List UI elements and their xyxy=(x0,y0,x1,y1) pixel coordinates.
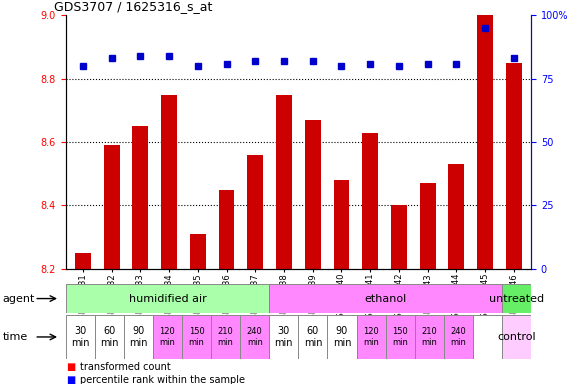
Bar xyxy=(270,284,502,313)
Bar xyxy=(95,315,124,359)
Text: 90
min: 90 min xyxy=(333,326,351,348)
Text: control: control xyxy=(497,332,536,342)
Text: 120
min: 120 min xyxy=(159,327,175,347)
Bar xyxy=(66,284,270,313)
Text: percentile rank within the sample: percentile rank within the sample xyxy=(80,375,245,384)
Bar xyxy=(385,315,415,359)
Bar xyxy=(333,180,349,269)
Text: 60
min: 60 min xyxy=(100,326,119,348)
Bar xyxy=(182,315,211,359)
Text: 240
min: 240 min xyxy=(247,327,263,347)
Bar xyxy=(124,315,153,359)
Text: 30
min: 30 min xyxy=(275,326,293,348)
Bar xyxy=(327,315,356,359)
Text: 60
min: 60 min xyxy=(304,326,322,348)
Text: agent: agent xyxy=(3,293,35,304)
Bar xyxy=(477,15,493,269)
Bar xyxy=(247,155,263,269)
Text: untreated: untreated xyxy=(489,293,544,304)
Bar xyxy=(444,315,473,359)
Bar xyxy=(132,126,148,269)
Text: 90
min: 90 min xyxy=(129,326,148,348)
Bar xyxy=(104,145,119,269)
Bar xyxy=(66,315,95,359)
Text: time: time xyxy=(3,332,28,342)
Bar xyxy=(506,63,522,269)
Bar xyxy=(356,315,385,359)
Bar xyxy=(153,315,182,359)
Bar xyxy=(240,315,270,359)
Bar xyxy=(305,120,320,269)
Bar xyxy=(415,315,444,359)
Text: 150
min: 150 min xyxy=(188,327,204,347)
Bar xyxy=(211,315,240,359)
Bar xyxy=(298,315,327,359)
Bar xyxy=(420,183,436,269)
Bar xyxy=(276,94,292,269)
Bar xyxy=(391,205,407,269)
Bar xyxy=(75,253,91,269)
Text: 240
min: 240 min xyxy=(451,327,467,347)
Bar xyxy=(502,315,531,359)
Text: humidified air: humidified air xyxy=(128,293,206,304)
Bar xyxy=(190,234,206,269)
Text: ethanol: ethanol xyxy=(364,293,407,304)
Text: 30
min: 30 min xyxy=(71,326,90,348)
Text: transformed count: transformed count xyxy=(80,362,171,372)
Bar xyxy=(473,315,502,359)
Text: 150
min: 150 min xyxy=(392,327,408,347)
Bar xyxy=(219,190,235,269)
Text: 210
min: 210 min xyxy=(218,327,234,347)
Bar xyxy=(502,284,531,313)
Bar xyxy=(362,132,378,269)
Text: ■: ■ xyxy=(66,362,75,372)
Text: GDS3707 / 1625316_s_at: GDS3707 / 1625316_s_at xyxy=(54,0,212,13)
Bar xyxy=(161,94,177,269)
Bar xyxy=(448,164,464,269)
Text: ■: ■ xyxy=(66,375,75,384)
Text: 210
min: 210 min xyxy=(421,327,437,347)
Text: 120
min: 120 min xyxy=(363,327,379,347)
Bar xyxy=(270,315,298,359)
